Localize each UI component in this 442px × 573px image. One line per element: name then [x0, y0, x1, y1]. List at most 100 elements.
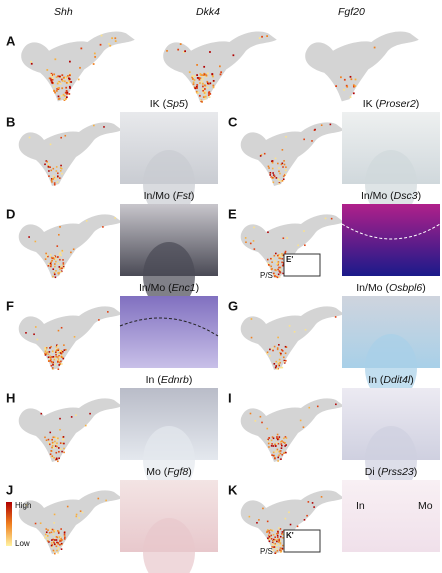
panel-letter: J: [6, 482, 13, 497]
expression-dot: [282, 533, 284, 536]
expression-dot: [277, 456, 280, 459]
umap-plot: [163, 31, 277, 103]
expression-dot: [54, 539, 56, 541]
umap-plot: [240, 306, 344, 370]
expression-dot: [266, 258, 269, 261]
expression-dot: [249, 412, 252, 415]
expression-dot: [269, 536, 271, 539]
title-part: In (: [368, 374, 384, 386]
expression-dot: [44, 348, 47, 351]
expression-dot: [212, 79, 215, 82]
expression-dot: [64, 134, 67, 137]
expression-dot: [272, 544, 275, 546]
expression-dot: [274, 269, 276, 271]
expression-dot: [50, 542, 53, 544]
expression-dot: [50, 169, 53, 172]
expression-dot: [59, 442, 62, 444]
expression-dot: [202, 89, 205, 92]
expression-dot: [59, 268, 61, 270]
title-part: Fst: [176, 190, 192, 202]
gene-label: Dkk4: [196, 6, 220, 18]
expression-dot: [271, 347, 274, 350]
expression-dot: [277, 364, 280, 366]
expression-dot: [194, 87, 197, 90]
expression-dot: [60, 538, 62, 541]
expression-dot: [277, 262, 280, 264]
expression-dot: [55, 443, 58, 446]
expression-dot: [63, 538, 66, 540]
expression-dot: [53, 73, 56, 76]
expression-dot: [199, 99, 202, 102]
expression-dot: [277, 273, 280, 276]
expression-dot: [272, 174, 275, 176]
expression-dot: [48, 170, 50, 172]
expression-dot: [271, 261, 273, 264]
expression-dot: [278, 167, 280, 169]
expression-dot: [62, 263, 65, 266]
expression-dot: [277, 532, 279, 534]
expression-dot: [204, 88, 206, 90]
expression-dot: [279, 542, 282, 545]
expression-dot: [196, 87, 198, 90]
expression-dot: [204, 84, 206, 87]
tissue: [143, 150, 195, 218]
expression-dot: [207, 92, 210, 94]
expression-dot: [283, 163, 286, 166]
expression-dot: [45, 353, 48, 355]
title-part: ): [191, 190, 195, 202]
expression-dot: [53, 537, 56, 540]
expression-dot: [45, 252, 47, 255]
expression-dot: [99, 43, 102, 46]
expression-dot: [373, 46, 376, 49]
expression-dot: [30, 62, 33, 65]
image-title: In/Mo (Enc1): [139, 282, 199, 294]
expression-dot: [302, 426, 305, 429]
expression-dot: [266, 427, 269, 430]
expression-dot: [63, 533, 66, 536]
expression-dot: [279, 450, 282, 452]
expression-dot: [270, 257, 272, 260]
title-part: IK (: [363, 98, 380, 110]
expression-dot: [62, 266, 65, 268]
expression-dot: [260, 154, 263, 156]
expression-dot: [57, 172, 59, 175]
expression-dot: [46, 254, 48, 257]
expression-dot: [278, 170, 280, 173]
expression-dot: [195, 85, 198, 88]
expression-dot: [197, 91, 200, 94]
expression-dot: [50, 358, 52, 361]
expression-dot: [285, 444, 287, 446]
expression-dot: [70, 81, 73, 83]
expression-dot: [279, 544, 281, 547]
expression-dot: [266, 520, 269, 523]
expression-dot: [272, 445, 275, 447]
expression-dot: [199, 74, 202, 76]
expression-dot: [51, 356, 53, 358]
expression-dot: [39, 522, 42, 525]
expression-dot: [64, 536, 66, 539]
expression-dot: [52, 268, 55, 270]
expression-dot: [345, 84, 348, 87]
expression-dot: [256, 521, 258, 524]
expression-dot: [105, 499, 107, 502]
panel-letter: D: [6, 206, 15, 221]
expression-dot: [61, 450, 63, 453]
image-title: In (Ednrb): [146, 374, 193, 386]
expression-dot: [280, 366, 282, 369]
expression-dot: [276, 536, 279, 538]
expression-dot: [206, 72, 209, 75]
expression-dot: [53, 442, 55, 445]
expression-dot: [56, 88, 59, 90]
expression-dot: [52, 533, 55, 536]
expression-dot: [266, 531, 268, 533]
expression-dot: [67, 75, 69, 77]
inset-box: [283, 253, 321, 277]
expression-dot: [50, 179, 53, 182]
expression-dot: [55, 345, 58, 348]
expression-dot: [55, 351, 57, 354]
expression-dot: [343, 78, 346, 81]
expression-dot: [284, 173, 287, 175]
expression-dot: [266, 35, 268, 38]
expression-dot: [277, 438, 279, 441]
expression-dot: [267, 262, 270, 265]
